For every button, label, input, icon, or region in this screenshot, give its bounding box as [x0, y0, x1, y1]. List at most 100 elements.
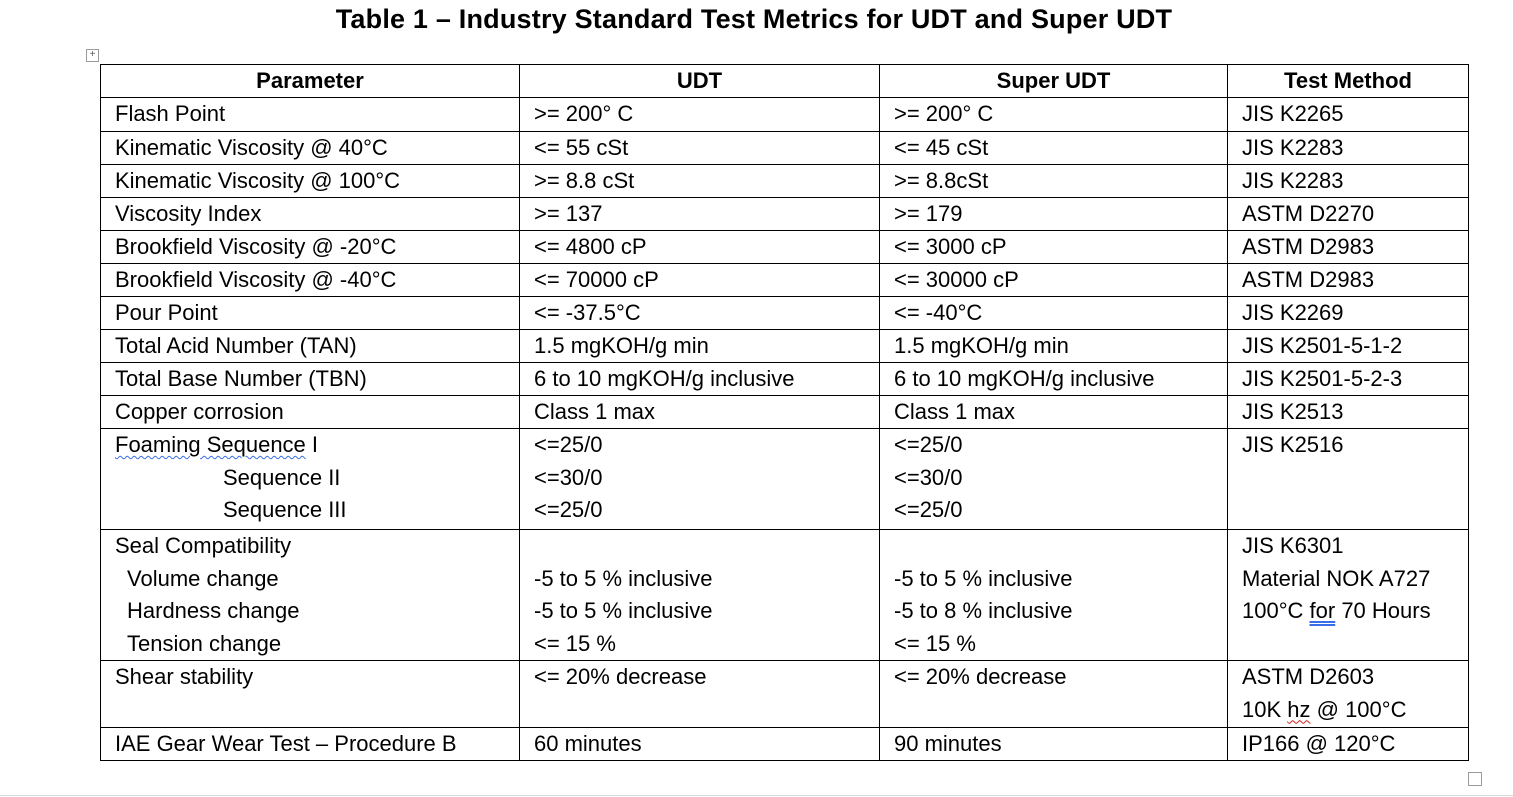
table-row: Total Base Number (TBN) 6 to 10 mgKOH/g … [100, 362, 1469, 396]
cell-super-udt: <= 3000 cP [879, 230, 1228, 264]
cell-super-udt: >= 8.8cSt [879, 164, 1228, 198]
cell-super-udt: <= 20% decrease [879, 660, 1228, 728]
seal-udt-volume: -5 to 5 % inclusive [534, 565, 713, 591]
cell-parameter: Brookfield Viscosity @ -40°C [100, 263, 520, 297]
header-parameter: Parameter [100, 64, 520, 98]
foaming-sequence-roman: I [305, 432, 319, 457]
cell-udt: <=25/0 <=30/0 <=25/0 [519, 428, 880, 530]
cell-udt: <= 70000 cP [519, 263, 880, 297]
table-title: Table 1 – Industry Standard Test Metrics… [335, 4, 1173, 34]
table-row: Copper corrosion Class 1 max Class 1 max… [100, 395, 1469, 429]
cell-super-udt: 6 to 10 mgKOH/g inclusive [879, 362, 1228, 396]
shear-super-udt: <= 20% decrease [894, 664, 1067, 689]
seal-method-for: for [1309, 598, 1336, 623]
cell-test-method: ASTM D2603 10K hz @ 100°C [1227, 660, 1469, 728]
cell-parameter: Foaming Sequence I Sequence II Sequence … [100, 428, 520, 530]
seal-udt-hardness: -5 to 5 % inclusive [534, 598, 713, 623]
foaming-super-udt-1: <=25/0 [894, 432, 963, 457]
table-row: Flash Point >= 200° C >= 200° C JIS K226… [100, 97, 1469, 132]
table-row: Kinematic Viscosity @ 100°C >= 8.8 cSt >… [100, 164, 1469, 198]
cell-test-method: JIS K2501-5-1-2 [1227, 329, 1469, 363]
foaming-udt-3: <=25/0 [534, 497, 603, 522]
cell-test-method: JIS K2269 [1227, 296, 1469, 330]
cell-parameter: Kinematic Viscosity @ 100°C [100, 164, 520, 198]
foaming-udt-1: <=25/0 [534, 432, 603, 457]
cell-parameter: Brookfield Viscosity @ -20°C [100, 230, 520, 264]
foaming-udt-2: <=30/0 [534, 464, 603, 490]
seal-method-material: Material NOK A727 [1242, 565, 1431, 591]
cell-udt: >= 8.8 cSt [519, 164, 880, 198]
cell-parameter: IAE Gear Wear Test – Procedure B [100, 727, 520, 761]
seal-method-temp: 100°C [1242, 598, 1310, 623]
shear-method-conditions: 10K hz @ 100°C [1242, 694, 1454, 727]
cell-parameter: Viscosity Index [100, 197, 520, 231]
cell-test-method: JIS K2265 [1227, 97, 1469, 132]
cell-super-udt: >= 200° C [879, 97, 1228, 132]
seal-hardness-label: Hardness change [127, 598, 300, 623]
shear-udt: <= 20% decrease [534, 664, 707, 689]
cell-super-udt: -5 to 5 % inclusive -5 to 8 % inclusive … [879, 529, 1228, 661]
cell-test-method: ASTM D2270 [1227, 197, 1469, 231]
seal-method-conditions: 100°C for 70 Hours [1242, 595, 1454, 628]
seal-tension-label: Tension change [127, 630, 282, 656]
cell-parameter: Total Base Number (TBN) [100, 362, 520, 396]
cell-test-method: JIS K2283 [1227, 164, 1469, 198]
seal-volume-label: Volume change [127, 565, 279, 591]
seal-label: Seal Compatibility [115, 533, 292, 558]
cell-udt: >= 137 [519, 197, 880, 231]
table-resize-handle-icon[interactable] [1468, 772, 1482, 786]
foaming-super-udt-2: <=30/0 [894, 464, 963, 490]
cell-test-method: IP166 @ 120°C [1227, 727, 1469, 761]
cell-test-method: ASTM D2983 [1227, 230, 1469, 264]
cell-udt: <= 20% decrease [519, 660, 880, 728]
table-row-shear: Shear stability <= 20% decrease <= 20% d… [100, 660, 1469, 728]
seal-udt-tension: <= 15 % [534, 630, 616, 656]
seal-method-standard: JIS K6301 [1242, 533, 1344, 558]
header-row: Parameter UDT Super UDT Test Method [100, 64, 1469, 98]
seal-super-udt-hardness: -5 to 8 % inclusive [894, 598, 1073, 623]
foaming-sequence-label: Foaming Sequence [115, 432, 306, 457]
cell-parameter: Shear stability [100, 660, 520, 728]
cell-udt: <= 55 cSt [519, 131, 880, 165]
cell-super-udt: <= 45 cSt [879, 131, 1228, 165]
header-test-method: Test Method [1227, 64, 1469, 98]
cell-udt: >= 200° C [519, 97, 880, 132]
shear-method-hz: hz [1287, 696, 1311, 722]
cell-test-method: ASTM D2983 [1227, 263, 1469, 297]
foaming-sequence-2-label: Sequence II [223, 464, 341, 490]
table-row: Total Acid Number (TAN) 1.5 mgKOH/g min … [100, 329, 1469, 363]
metrics-table: Parameter UDT Super UDT Test Method Flas… [100, 64, 1469, 761]
cell-udt: 60 minutes [519, 727, 880, 761]
cell-test-method: JIS K6301 Material NOK A727 100°C for 70… [1227, 529, 1469, 661]
cell-super-udt: <=25/0 <=30/0 <=25/0 [879, 428, 1228, 530]
cell-super-udt: >= 179 [879, 197, 1228, 231]
foaming-sequence-3-label: Sequence III [223, 497, 347, 522]
cell-test-method: JIS K2516 [1227, 428, 1469, 530]
cell-udt: Class 1 max [519, 395, 880, 429]
cell-test-method: JIS K2283 [1227, 131, 1469, 165]
seal-super-udt-volume: -5 to 5 % inclusive [894, 565, 1073, 591]
header-super-udt: Super UDT [879, 64, 1228, 98]
shear-method-standard: ASTM D2603 [1242, 664, 1375, 689]
table-move-handle-icon[interactable]: + [86, 49, 99, 62]
foaming-label-line: Foaming Sequence I [115, 430, 505, 462]
cell-udt: 6 to 10 mgKOH/g inclusive [519, 362, 880, 396]
cell-udt: <= 4800 cP [519, 230, 880, 264]
cell-super-udt: <= 30000 cP [879, 263, 1228, 297]
table-row: Brookfield Viscosity @ -40°C <= 70000 cP… [100, 263, 1469, 297]
table-row: Viscosity Index >= 137 >= 179 ASTM D2270 [100, 197, 1469, 231]
page-edge-divider [0, 795, 1513, 796]
cell-parameter: Kinematic Viscosity @ 40°C [100, 131, 520, 165]
shear-method-10k: 10K [1242, 696, 1288, 722]
cell-super-udt: <= -40°C [879, 296, 1228, 330]
table-row-seal: Seal Compatibility Volume change Hardnes… [100, 529, 1469, 661]
cell-test-method: JIS K2501-5-2-3 [1227, 362, 1469, 396]
cell-parameter: Total Acid Number (TAN) [100, 329, 520, 363]
table-row: Kinematic Viscosity @ 40°C <= 55 cSt <= … [100, 131, 1469, 165]
shear-method-temp: @ 100°C [1310, 696, 1407, 722]
cell-super-udt: Class 1 max [879, 395, 1228, 429]
table-row-gear: IAE Gear Wear Test – Procedure B 60 minu… [100, 727, 1469, 761]
cell-udt: 1.5 mgKOH/g min [519, 329, 880, 363]
table-row: Brookfield Viscosity @ -20°C <= 4800 cP … [100, 230, 1469, 264]
seal-super-udt-tension: <= 15 % [894, 630, 976, 656]
